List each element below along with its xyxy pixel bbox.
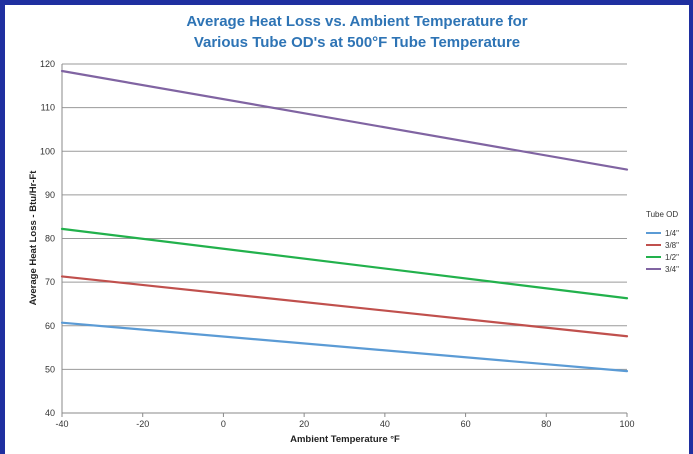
x-tick-label: 0 — [221, 419, 226, 429]
y-tick-label: 60 — [45, 321, 55, 331]
y-tick-label: 100 — [40, 146, 55, 156]
series-line-2 — [60, 227, 629, 300]
x-tick-label: -20 — [136, 419, 149, 429]
chart-title-line-1: Average Heat Loss vs. Ambient Temperatur… — [186, 13, 527, 30]
legend-entry-label: 1/4" — [665, 229, 679, 238]
legend: Tube OD 1/4" 3/8" 1/2" 3/4" — [646, 210, 679, 274]
x-tick-label: 60 — [461, 419, 471, 429]
x-axis-label: Ambient Temperature °F — [290, 434, 400, 445]
y-tick-label: 40 — [45, 408, 55, 418]
x-tick-label: -40 — [55, 419, 68, 429]
x-tick-label: 40 — [380, 419, 390, 429]
legend-entry-label: 3/8" — [665, 241, 679, 250]
y-tick-label: 120 — [40, 59, 55, 69]
legend-title: Tube OD — [646, 210, 678, 219]
x-tick-label: 80 — [541, 419, 551, 429]
chart-title-line-2: Various Tube OD's at 500°F Tube Temperat… — [194, 34, 520, 51]
series-line-3 — [60, 69, 629, 171]
tick-labels: 40 50 60 70 80 90 100 110 120 -40 -20 0 20 40 60 80 100 — [40, 59, 635, 429]
x-tick-label: 20 — [299, 419, 309, 429]
y-tick-label: 50 — [45, 364, 55, 374]
series-lines — [60, 69, 629, 373]
y-axis-label: Average Heat Loss - Btu/Hr-Ft — [28, 170, 39, 306]
legend-entry-label: 1/2" — [665, 253, 679, 262]
y-tick-label: 70 — [45, 277, 55, 287]
x-tick-label: 100 — [619, 419, 634, 429]
legend-entry-label: 3/4" — [665, 265, 679, 274]
axes — [61, 64, 628, 417]
series-line-0 — [60, 321, 629, 373]
y-tick-label: 90 — [45, 190, 55, 200]
y-tick-label: 80 — [45, 234, 55, 244]
y-tick-label: 110 — [41, 103, 55, 113]
series-line-1 — [60, 275, 629, 338]
